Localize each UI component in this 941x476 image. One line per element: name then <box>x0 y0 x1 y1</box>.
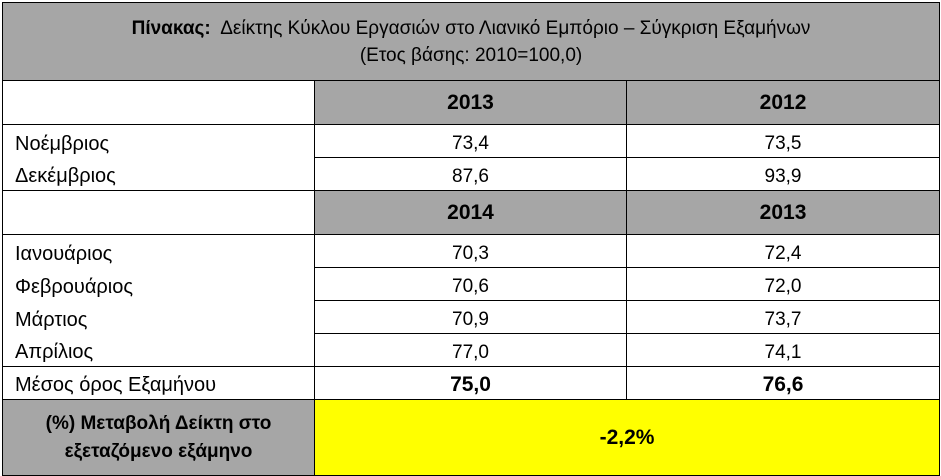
row-value: 77,0 <box>314 333 627 367</box>
table-row: Δεκέμβριος 87,6 93,9 <box>2 157 941 191</box>
title-label: Πίνακας: <box>131 17 211 39</box>
average-value-a: 75,0 <box>314 366 627 400</box>
row-value: 72,4 <box>625 234 941 268</box>
row-value: 70,9 <box>314 300 627 334</box>
row-label: Απρίλιος <box>2 333 315 367</box>
row-value: 73,7 <box>625 300 941 334</box>
row-value: 73,5 <box>625 124 941 158</box>
average-label: Μέσος όρος Εξαμήνου <box>2 366 315 400</box>
row-value: 74,1 <box>625 333 941 367</box>
table-row: Απρίλιος 77,0 74,1 <box>2 333 941 367</box>
row-label: Ιανουάριος <box>2 234 315 268</box>
row-label: Φεβρουάριος <box>2 267 315 301</box>
header-2012: 2012 <box>625 80 941 125</box>
row-value: 73,4 <box>314 124 627 158</box>
row-value: 72,0 <box>625 267 941 301</box>
header-row-1: 2013 2012 <box>2 80 941 125</box>
change-label-line1: (%) Μεταβολή Δείκτη στο <box>45 412 272 434</box>
header-2013-current: 2013 <box>314 80 627 125</box>
table-title: Πίνακας: Δείκτης Κύκλου Εργασιών στο Λια… <box>1 2 941 81</box>
row-value: 70,3 <box>314 234 627 268</box>
title-text: Δείκτης Κύκλου Εργασιών στο Λιανικό Εμπό… <box>220 17 811 39</box>
average-row: Μέσος όρος Εξαμήνου 75,0 76,6 <box>2 366 941 400</box>
row-value: 87,6 <box>314 157 627 191</box>
header-2013-previous: 2013 <box>625 190 941 235</box>
row-value: 70,6 <box>314 267 627 301</box>
row-label: Δεκέμβριος <box>2 157 315 191</box>
row-label: Μάρτιος <box>2 300 315 334</box>
header-2014: 2014 <box>314 190 627 235</box>
table-row: Νοέμβριος 73,4 73,5 <box>2 124 941 158</box>
header-row-2: 2014 2013 <box>2 190 941 235</box>
row-label: Νοέμβριος <box>2 124 315 158</box>
change-row: (%) Μεταβολή Δείκτη στο εξεταζόμενο εξάμ… <box>2 399 941 476</box>
row-value: 93,9 <box>625 157 941 191</box>
change-value: -2,2% <box>313 399 941 476</box>
average-value-b: 76,6 <box>625 366 941 400</box>
title-subtitle: (Ετος βάσης: 2010=100,0) <box>359 44 583 66</box>
change-label: (%) Μεταβολή Δείκτη στο εξεταζόμενο εξάμ… <box>2 399 315 476</box>
title-row: Πίνακας: Δείκτης Κύκλου Εργασιών στο Λια… <box>1 2 941 81</box>
header-blank-2 <box>2 190 315 235</box>
table-row: Μάρτιος 70,9 73,7 <box>2 300 941 334</box>
table-row: Ιανουάριος 70,3 72,4 <box>2 234 941 268</box>
change-label-line2: εξεταζόμενο εξάμηνο <box>64 440 253 462</box>
table-row: Φεβρουάριος 70,6 72,0 <box>2 267 941 301</box>
header-blank-1 <box>2 80 315 125</box>
